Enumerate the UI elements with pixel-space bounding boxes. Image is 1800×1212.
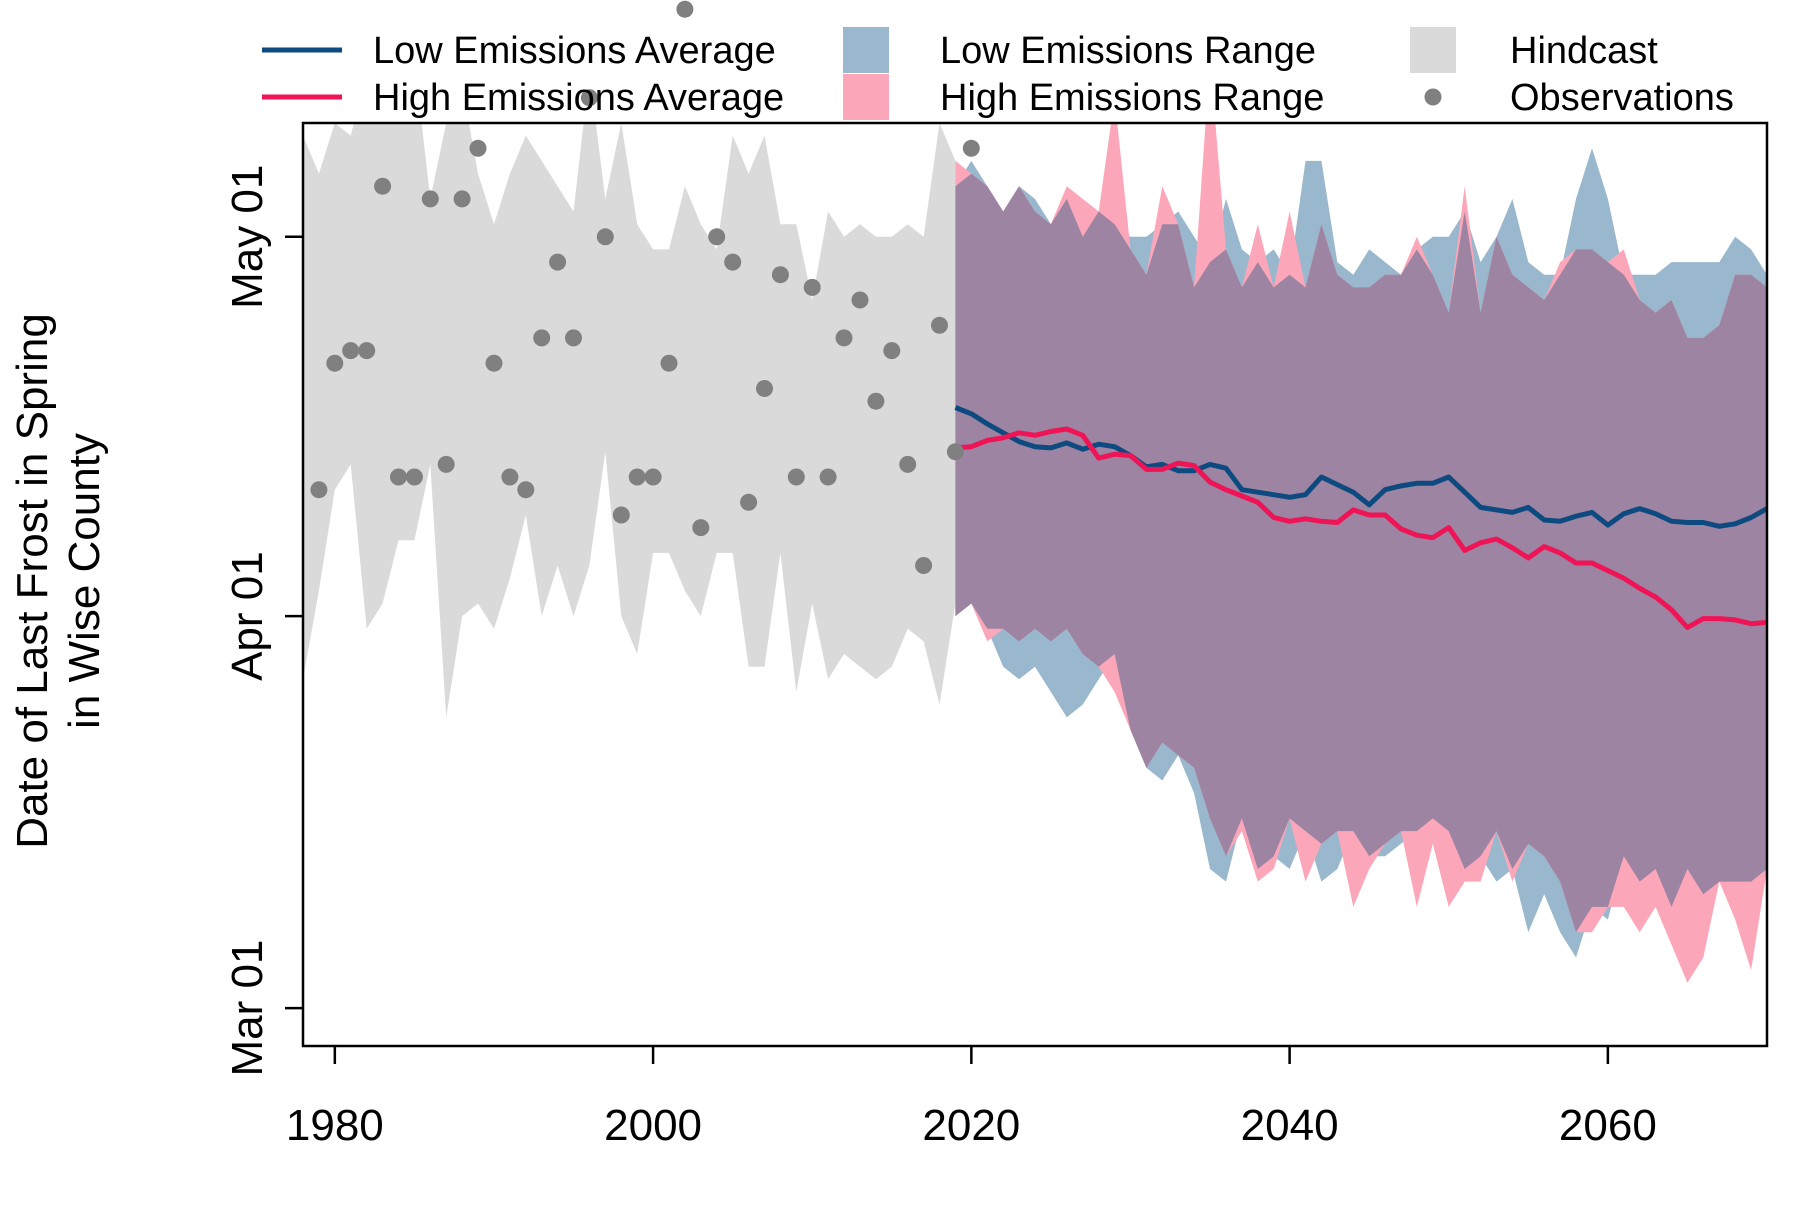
y-axis: Mar 01 Apr 01 May 01 [223, 165, 303, 1077]
y-axis-title-line1: Date of Last Frost in Spring [8, 313, 57, 849]
observation-point [835, 329, 853, 347]
observation-point [915, 557, 933, 574]
observation-point [549, 253, 567, 271]
observation-point [962, 139, 980, 157]
legend-swatch-patch [843, 74, 889, 120]
observation-point [803, 278, 821, 296]
legend-swatch-point [1424, 88, 1442, 106]
observation-point [580, 89, 598, 107]
observation-point [931, 316, 948, 334]
observation-point [899, 455, 917, 473]
observation-point [565, 329, 582, 347]
observation-point [501, 468, 519, 486]
observation-point [358, 342, 376, 360]
observation-point [867, 392, 885, 410]
observation-point [787, 468, 805, 486]
observation-point [612, 506, 630, 524]
observation-point [326, 354, 344, 372]
observation-point [437, 455, 455, 473]
x-tick-label: 2040 [1241, 1101, 1339, 1150]
observation-point [756, 380, 773, 397]
legend-label: High Emissions Range [940, 77, 1324, 119]
observation-point [644, 468, 662, 486]
y-axis-title-line2: in Wise County [60, 433, 109, 729]
x-tick-label: 2000 [604, 1101, 702, 1150]
observation-point [676, 0, 694, 18]
observation-point [342, 342, 360, 360]
high-emissions-average-line [955, 426, 1767, 630]
observation-point [851, 291, 869, 309]
observation-point [390, 468, 407, 486]
legend-label: High Emissions Average [373, 77, 784, 119]
y-tick-label: Apr 01 [223, 551, 272, 681]
observation-point [310, 481, 328, 499]
observation-point [533, 329, 551, 347]
observation-point [405, 468, 423, 486]
observation-point [819, 468, 837, 486]
range-bands [303, 123, 1767, 983]
observation-points [310, 0, 980, 574]
observation-point [374, 177, 392, 195]
x-axis: 1980 2000 2020 2040 2060 [286, 1046, 1657, 1150]
observation-point [660, 354, 678, 372]
x-tick-label: 2020 [922, 1101, 1020, 1150]
range-overlap-band [955, 173, 1767, 933]
observation-point [596, 228, 614, 246]
y-tick-label: Mar 01 [223, 940, 272, 1077]
observation-point [517, 481, 535, 499]
x-tick-label: 2060 [1559, 1101, 1657, 1150]
average-lines [954, 405, 1767, 630]
hindcast-band [303, 123, 956, 718]
observation-point [628, 468, 646, 486]
observation-point [692, 519, 710, 537]
legend: Low Emissions Average High Emissions Aver… [262, 27, 1734, 120]
legend-label: Low Emissions Average [373, 30, 776, 72]
legend-label: Low Emissions Range [940, 30, 1316, 72]
observation-point [883, 342, 901, 360]
observation-point [708, 228, 726, 246]
legend-label: Observations [1510, 77, 1734, 119]
legend-swatch-patch [1410, 27, 1456, 73]
observation-point [469, 139, 487, 157]
observation-point [771, 266, 789, 284]
plot-frame [301, 121, 1769, 1048]
observation-point [421, 190, 439, 208]
legend-label: Hindcast [1510, 30, 1658, 72]
observation-point [724, 253, 742, 271]
y-tick-label: May 01 [223, 165, 272, 309]
observation-point [740, 493, 758, 511]
x-tick-label: 1980 [286, 1101, 384, 1150]
observation-point [946, 443, 964, 461]
legend-swatch-patch [843, 27, 889, 73]
observation-point [485, 354, 503, 372]
observation-point [453, 190, 471, 208]
